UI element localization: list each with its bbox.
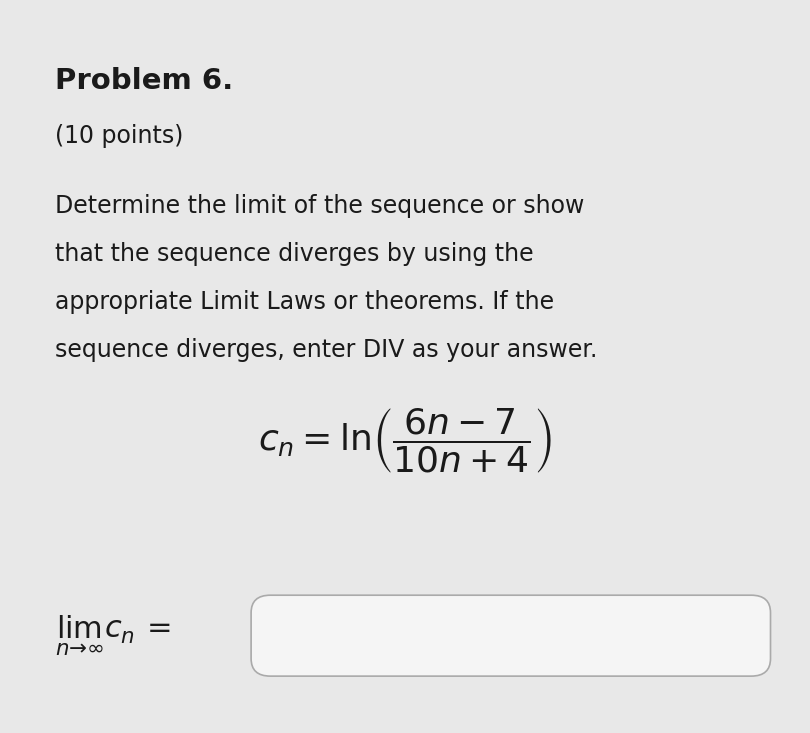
Text: (10 points): (10 points)	[55, 124, 183, 148]
Text: sequence diverges, enter DIV as your answer.: sequence diverges, enter DIV as your ans…	[55, 338, 597, 361]
Text: that the sequence diverges by using the: that the sequence diverges by using the	[55, 242, 534, 266]
FancyBboxPatch shape	[251, 595, 770, 676]
Text: $c_n = \ln\!\left(\dfrac{6n - 7}{10n + 4}\right)$: $c_n = \ln\!\left(\dfrac{6n - 7}{10n + 4…	[258, 406, 552, 475]
Text: Problem 6.: Problem 6.	[55, 67, 233, 95]
Text: Determine the limit of the sequence or show: Determine the limit of the sequence or s…	[55, 194, 584, 218]
Text: $\lim_{n \to \infty} c_n =$: $\lim_{n \to \infty} c_n =$	[55, 614, 170, 658]
Text: appropriate Limit Laws or theorems. If the: appropriate Limit Laws or theorems. If t…	[55, 290, 554, 314]
